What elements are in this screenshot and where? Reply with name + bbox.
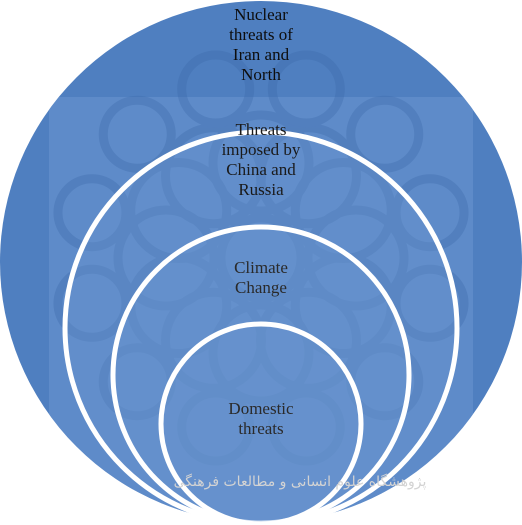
highlight-panel [49,97,473,523]
outer-circle-label: Nuclear threats of Iran and North [229,5,293,84]
watermark-text: پژوهشگاه علوم انسانی و مطالعات فرهنگی [174,473,427,490]
arabesque-star-pattern-icon [53,50,469,466]
inner-circle-label: Domestic threats [228,399,294,438]
third-circle-label: Climate Change [234,258,288,297]
inner-circle [158,321,364,525]
second-circle-label: Threats imposed by China and Russia [221,120,301,199]
